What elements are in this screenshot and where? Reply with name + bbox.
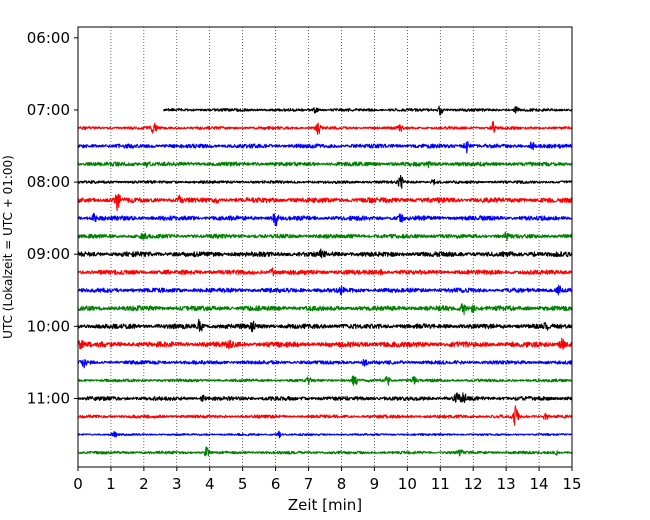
trace-rows <box>77 105 573 457</box>
trace-row-1115 <box>77 405 573 426</box>
trace-row-0915 <box>77 267 573 277</box>
y-tick-label: 07:00 <box>27 101 70 119</box>
y-tick-label: 10:00 <box>27 317 70 335</box>
x-tick-label: 8 <box>337 475 347 493</box>
x-tick-label: 10 <box>398 475 417 493</box>
trace-row-0730 <box>77 140 573 154</box>
trace-row-0815 <box>77 193 573 212</box>
x-tick-label: 13 <box>497 475 516 493</box>
trace-row-0700 <box>163 105 573 116</box>
trace-row-1045 <box>77 375 573 386</box>
y-tick-label: 09:00 <box>27 245 70 263</box>
x-tick-label: 5 <box>238 475 248 493</box>
y-axis-ticks: 06:00 07:00 08:00 09:00 10:00 11:00 <box>27 29 78 407</box>
trace-row-0945 <box>77 303 573 316</box>
x-tick-label: 14 <box>530 475 549 493</box>
x-gridlines <box>110 27 540 467</box>
x-axis-ticks: 0 1 2 3 4 5 6 7 8 9 10 11 12 13 14 15 <box>73 467 582 493</box>
trace-row-1030 <box>77 358 573 369</box>
trace-row-0715 <box>77 121 573 135</box>
x-tick-label: 11 <box>431 475 450 493</box>
x-tick-label: 15 <box>562 475 581 493</box>
x-tick-label: 4 <box>205 475 215 493</box>
trace-row-1015 <box>77 337 573 350</box>
trace-row-1100 <box>77 392 573 403</box>
x-tick-label: 0 <box>73 475 83 493</box>
x-axis-label: Zeit [min] <box>288 496 362 514</box>
x-tick-label: 7 <box>304 475 314 493</box>
x-tick-label: 9 <box>370 475 380 493</box>
x-tick-label: 1 <box>106 475 116 493</box>
trace-row-1145 <box>77 446 573 457</box>
x-tick-label: 3 <box>172 475 182 493</box>
x-tick-label: 12 <box>464 475 483 493</box>
trace-row-1130 <box>77 430 573 439</box>
plot-frame <box>77 26 573 468</box>
trace-row-0930 <box>77 284 573 296</box>
trace-row-0900 <box>77 248 573 259</box>
trace-row-0800 <box>77 174 573 189</box>
y-tick-label: 11:00 <box>27 389 70 407</box>
y-tick-label: 06:00 <box>27 29 70 47</box>
x-tick-label: 2 <box>139 475 149 493</box>
plot-background <box>78 27 572 467</box>
y-tick-label: 08:00 <box>27 173 70 191</box>
trace-row-0830 <box>77 212 573 227</box>
trace-row-1000 <box>77 318 573 333</box>
trace-row-0845 <box>77 231 573 242</box>
x-tick-label: 6 <box>271 475 281 493</box>
y-axis-label: UTC (Lokalzeit = UTC + 01:00) <box>1 155 15 339</box>
trace-row-0745 <box>77 160 573 169</box>
